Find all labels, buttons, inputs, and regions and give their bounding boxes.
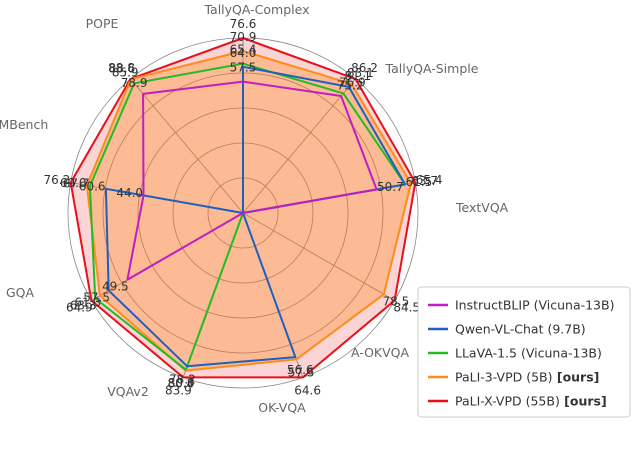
value-label-s3-a2: 76.9 (339, 76, 366, 90)
value-label-s1-a9: 78.9 (121, 76, 148, 90)
series-line-1 (126, 80, 378, 281)
value-label-s3-a8: 67.7 (63, 177, 90, 191)
value-label-s2-a8: 60.6 (79, 179, 106, 193)
series-lines (69, 37, 417, 379)
value-label-s1-a2: 75.2 (337, 78, 364, 92)
series-line-5 (69, 37, 417, 379)
axis-labels: TallyQA-Complex TallyQA-Simple TextVQA A-OK… (0, 2, 509, 415)
value-label-s3-a7: 63.3 (70, 298, 97, 312)
value-label-s4-a8: 69.0 (60, 176, 87, 190)
value-label-s3-a9: 85.9 (112, 66, 139, 80)
value-label-s5-a6: 83.9 (165, 384, 192, 398)
grid-spoke-2 (242, 78, 356, 214)
axis-label-2: TallyQA-Simple (385, 61, 479, 76)
series-fill-4 (86, 51, 411, 371)
value-label-s5-a2: 86.2 (351, 61, 378, 75)
value-label-s1-a7: 49.5 (102, 280, 129, 294)
axis-label-1: TallyQA-Complex (203, 2, 309, 17)
value-label-s4-a5: 57.5 (288, 366, 315, 380)
value-label-s5-a1: 76.6 (230, 17, 257, 31)
value-label-s5-a7: 64.9 (66, 301, 93, 315)
axis-label-7: GQA (6, 285, 35, 300)
legend: InstructBLIP (Vicuna-13B) Qwen-VL-Chat (9… (417, 286, 631, 418)
legend-entry-5: PaLI-X-VPD (55B) [ours] (455, 394, 607, 409)
grid-spoke-9 (130, 78, 244, 214)
value-label-s3-a6: 80.0 (168, 376, 195, 390)
axis-label-3: TextVQA (455, 200, 509, 215)
value-label-s4-a6: 80.4 (168, 377, 195, 391)
axis-label-4: A-OKVQA (351, 345, 410, 360)
value-label-s2-a6: 78.2 (169, 372, 196, 386)
value-labels: 57.5 75.2 50.7 49.5 44.0 78.9 64.0 81.1 61.5 56.6… (44, 17, 443, 398)
legend-entry-4: PaLI-3-VPD (5B) [ours] (455, 370, 599, 385)
legend-box (417, 286, 631, 418)
axis-label-5: OK-VQA (258, 400, 306, 415)
series-line-4 (85, 50, 412, 372)
value-label-s5-a8: 76.2 (44, 173, 71, 187)
value-label-s3-a1: 65.4 (230, 43, 257, 57)
grid-spoke-4 (242, 212, 395, 301)
legend-entry-1: InstructBLIP (Vicuna-13B) (455, 298, 614, 313)
value-label-s5-a5: 64.6 (294, 384, 321, 398)
axis-label-9: POPE (86, 16, 119, 31)
value-label-s4-a1: 70.9 (230, 30, 257, 44)
axis-label-6: VQAv2 (107, 384, 149, 399)
value-label-s4-a4: 78.5 (383, 294, 410, 308)
value-label-s1-a8: 44.0 (116, 186, 143, 200)
value-label-s2-a2: 81.1 (344, 69, 371, 83)
legend-entry-3: LLaVA-1.5 (Vicuna-13B) (455, 346, 602, 361)
legend-entry-2: Qwen-VL-Chat (9.7B) (455, 322, 586, 337)
value-label-s4-a2: 83.1 (347, 66, 374, 80)
value-label-s4-a9: 88.6 (108, 62, 135, 76)
axis-label-8: MMBench (0, 117, 48, 132)
value-label-s1-a3: 50.7 (377, 180, 404, 194)
value-label-s5-a9: 88.8 (108, 61, 135, 75)
value-label-s2-a1: 64.0 (230, 46, 257, 60)
value-label-s2-a3: 61.5 (406, 175, 433, 189)
value-label-s5-a3: 65.4 (416, 173, 443, 187)
value-label-s2-a5: 56.6 (287, 363, 314, 377)
value-label-s4-a7: 61.3 (74, 296, 101, 310)
value-label-s5-a4: 84.5 (393, 301, 420, 315)
series-line-3 (88, 62, 407, 371)
series-line-2 (104, 65, 407, 368)
value-label-s4-a3: 63.7 (411, 174, 438, 188)
value-label-s2-a7: 57.5 (83, 291, 110, 305)
value-label-s1-a1: 57.5 (230, 61, 257, 75)
